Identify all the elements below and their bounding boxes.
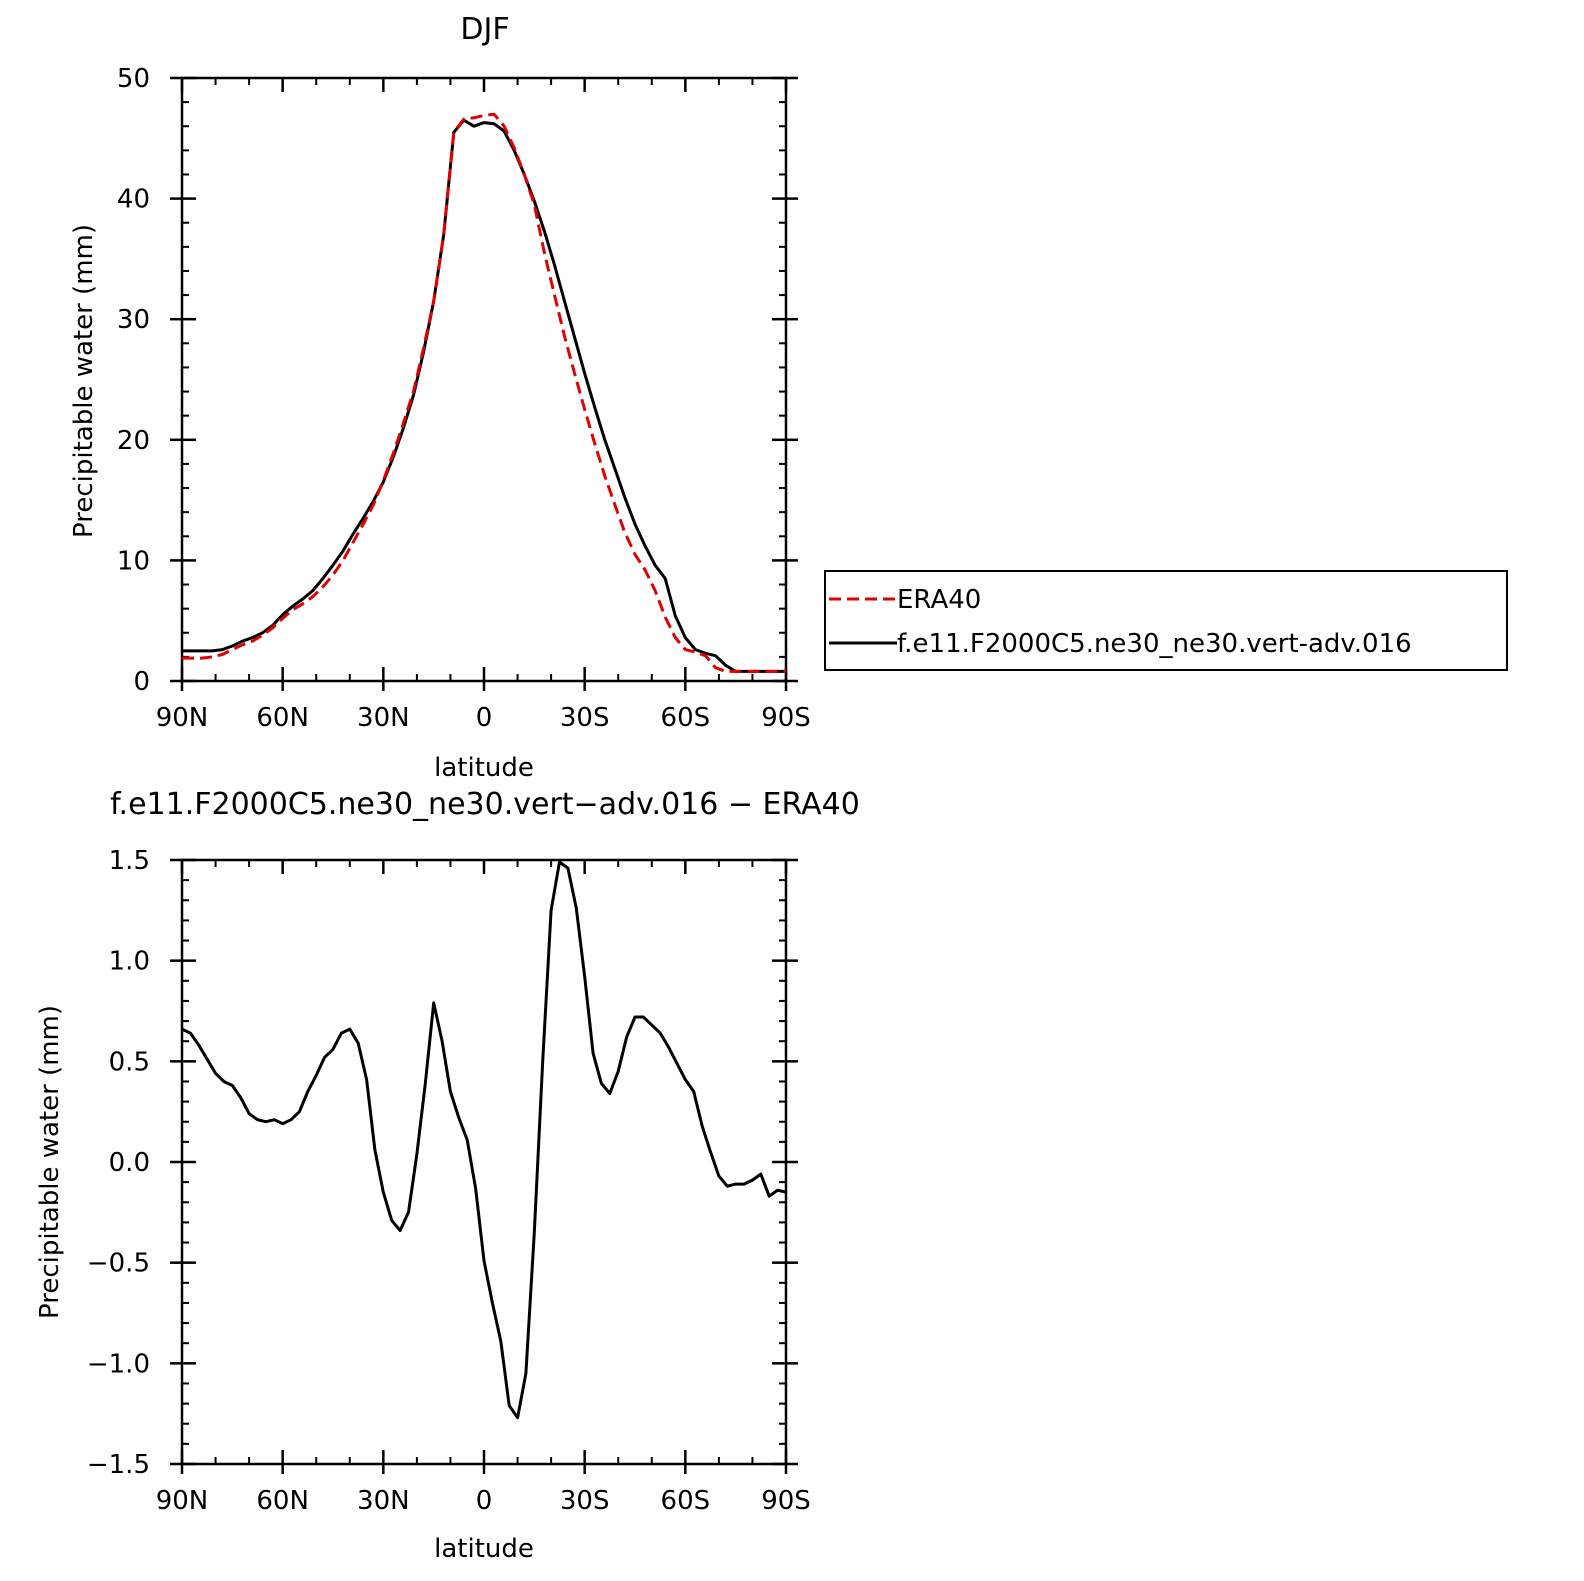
legend-label-model: f.e11.F2000C5.ne30_ne30.vert-adv.016 [897,629,1412,659]
x-tick-label: 30S [560,703,610,733]
top-y-axis-label: Precipitable water (mm) [69,224,99,538]
y-tick-label: −1.0 [87,1349,150,1379]
top-x-axis-label: latitude [434,753,534,783]
y-tick-label: 0.5 [109,1047,150,1077]
x-tick-label: 0 [476,1486,493,1516]
y-tick-label: 50 [117,64,150,94]
y-tick-label: 40 [117,185,150,215]
y-tick-label: 0.0 [109,1148,150,1178]
y-tick-label: 10 [117,546,150,576]
bottom-ticks: 90N 60N 30N 0 30S 60S 90S 1.5 1.0 0.5 0.0 −0.5 −1.0 −… [87,846,811,1516]
x-tick-label: 90S [761,703,811,733]
legend-label-era40: ERA40 [897,585,981,615]
x-tick-label: 90N [156,1486,209,1516]
y-tick-label: 30 [117,305,150,335]
y-tick-label: 1.5 [109,846,150,876]
series-line-series-0 [181,860,787,1420]
x-tick-label: 30N [357,1486,410,1516]
x-tick-label: 90S [761,1486,811,1516]
bottom-panel: f.e11.F2000C5.ne30_ne30.vert−adv.016 − E… [35,787,860,1564]
y-tick-label: 0 [133,667,150,697]
y-tick-label: −0.5 [87,1249,150,1279]
x-tick-label: 60N [256,1486,309,1516]
y-tick-label: 20 [117,426,150,456]
legend: ERA40 f.e11.F2000C5.ne30_ne30.vert-adv.0… [824,570,1508,671]
top-panel: DJF 90N 60N 30N 0 30S 60S 90S 0 10 20 30 40 50 latit… [69,12,1508,783]
x-tick-label: 30N [357,703,410,733]
top-plot-frame [180,76,788,683]
bottom-chart-title: f.e11.F2000C5.ne30_ne30.vert−adv.016 − E… [110,787,860,822]
y-tick-label: −1.5 [87,1450,150,1480]
top-ticks: 90N 60N 30N 0 30S 60S 90S 0 10 20 30 40 50 [117,64,811,733]
series-line-era40 [182,112,786,673]
bottom-series [181,860,787,1420]
bottom-x-axis-label: latitude [434,1534,534,1564]
legend-box [824,570,1508,671]
x-tick-label: 60S [661,1486,711,1516]
top-chart-title: DJF [460,12,509,47]
y-tick-label: 1.0 [109,947,150,977]
bottom-y-axis-label: Precipitable water (mm) [35,1005,65,1319]
x-tick-label: 60N [256,703,309,733]
series-line-f-e11-f2000c5-ne30-ne30-vert-adv-016 [182,118,786,673]
x-tick-label: 30S [560,1486,610,1516]
x-tick-label: 90N [156,703,209,733]
x-tick-label: 60S [661,703,711,733]
bottom-plot-frame [180,858,788,1466]
top-series [182,112,786,673]
x-tick-label: 0 [476,703,493,733]
